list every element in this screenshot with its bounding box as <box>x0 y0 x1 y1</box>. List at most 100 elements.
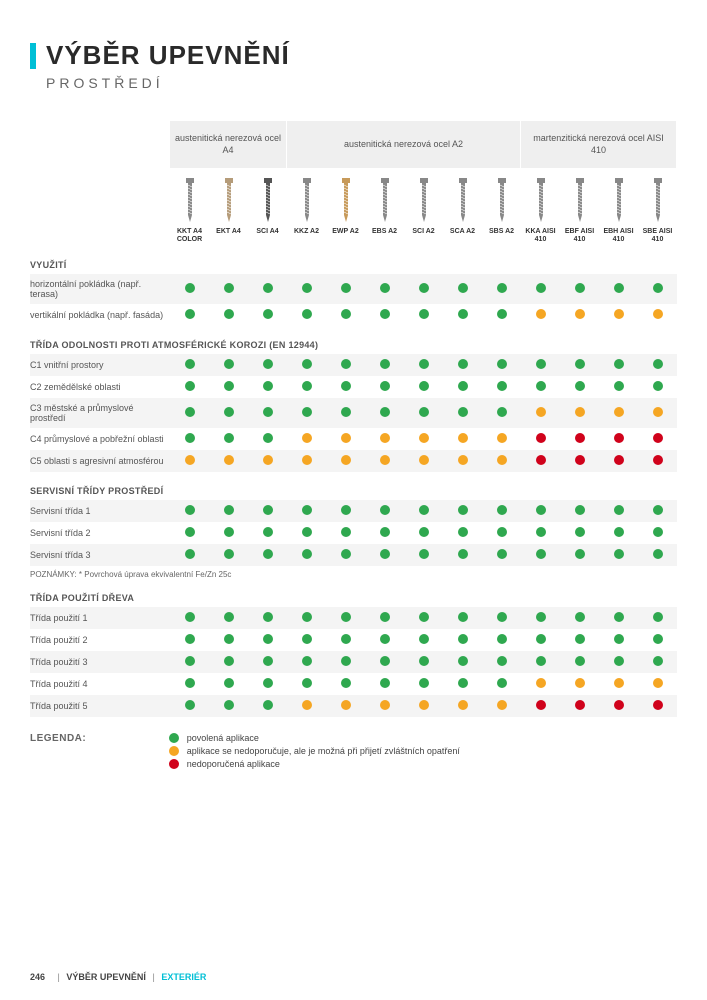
matrix-cell <box>248 651 287 673</box>
matrix-cell <box>287 629 326 651</box>
matrix-cell <box>404 651 443 673</box>
matrix-cell <box>170 544 209 566</box>
status-dot <box>653 527 663 537</box>
matrix-cell <box>443 607 482 629</box>
matrix-cell <box>638 354 677 376</box>
status-dot <box>302 455 312 465</box>
row-label: horizontální pokládka (např. terasa) <box>30 274 170 304</box>
matrix-cell <box>248 695 287 717</box>
matrix-cell <box>326 695 365 717</box>
row-label: Servisní třída 1 <box>30 500 170 522</box>
status-dot <box>536 634 546 644</box>
matrix-cell <box>404 304 443 326</box>
row-label: C3 městské a průmyslové prostředí <box>30 398 170 428</box>
status-dot <box>575 359 585 369</box>
row-label: Třída použití 4 <box>30 673 170 695</box>
matrix-cell <box>521 651 560 673</box>
matrix-cell <box>287 376 326 398</box>
status-dot <box>263 549 273 559</box>
status-dot <box>380 433 390 443</box>
status-dot <box>185 381 195 391</box>
status-dot <box>341 359 351 369</box>
status-dot <box>458 634 468 644</box>
matrix-cell <box>482 398 521 428</box>
matrix-cell <box>599 607 638 629</box>
status-dot <box>497 407 507 417</box>
status-dot <box>380 612 390 622</box>
legend-dot <box>169 759 179 769</box>
product-label: EWP A2 <box>326 226 365 245</box>
status-dot <box>341 634 351 644</box>
matrix-cell <box>560 500 599 522</box>
matrix-cell <box>521 629 560 651</box>
matrix-cell <box>248 428 287 450</box>
matrix-cell <box>365 376 404 398</box>
status-dot <box>341 549 351 559</box>
status-dot <box>302 407 312 417</box>
matrix-cell <box>170 398 209 428</box>
status-dot <box>263 678 273 688</box>
table-row: vertikální pokládka (např. fasáda) <box>30 304 677 326</box>
status-dot <box>224 381 234 391</box>
footer-page-number: 246 <box>30 972 45 982</box>
matrix-cell <box>560 607 599 629</box>
status-dot <box>614 381 624 391</box>
matrix-cell <box>638 651 677 673</box>
matrix-cell <box>599 354 638 376</box>
matrix-cell <box>560 376 599 398</box>
table-row: Třída použití 3 <box>30 651 677 673</box>
status-dot <box>341 455 351 465</box>
footer-ext: EXTERIÉR <box>161 972 206 982</box>
matrix-cell <box>326 428 365 450</box>
status-dot <box>302 549 312 559</box>
table-row: C4 průmyslové a pobřežní oblasti <box>30 428 677 450</box>
status-dot <box>341 309 351 319</box>
product-icon <box>287 174 326 226</box>
section-header: SERVISNÍ TŘÍDY PROSTŘEDÍ <box>30 486 677 496</box>
table-row: Servisní třída 2 <box>30 522 677 544</box>
matrix-cell <box>326 544 365 566</box>
matrix-cell <box>404 607 443 629</box>
product-icon <box>170 174 209 226</box>
matrix-cell <box>170 428 209 450</box>
steel-group-header: austenitická nerezová ocel A2 <box>287 121 521 168</box>
matrix-cell <box>326 500 365 522</box>
product-icon <box>404 174 443 226</box>
matrix-cell <box>287 450 326 472</box>
matrix-cell <box>482 376 521 398</box>
status-dot <box>458 309 468 319</box>
matrix-table: horizontální pokládka (např. terasa)vert… <box>30 274 677 326</box>
status-dot <box>380 549 390 559</box>
status-dot <box>419 656 429 666</box>
matrix-cell <box>209 695 248 717</box>
matrix-cell <box>560 398 599 428</box>
matrix-cell <box>638 544 677 566</box>
status-dot <box>341 433 351 443</box>
status-dot <box>497 505 507 515</box>
matrix-cell <box>482 500 521 522</box>
matrix-cell <box>482 607 521 629</box>
status-dot <box>575 527 585 537</box>
table-row: Třída použití 1 <box>30 607 677 629</box>
status-dot <box>497 527 507 537</box>
status-dot <box>419 612 429 622</box>
matrix-cell <box>170 629 209 651</box>
status-dot <box>185 634 195 644</box>
matrix-cell <box>170 522 209 544</box>
matrix-cell <box>209 607 248 629</box>
matrix-cell <box>326 673 365 695</box>
matrix-cell <box>365 398 404 428</box>
matrix-cell <box>521 274 560 304</box>
matrix-cell <box>170 274 209 304</box>
matrix-cell <box>638 398 677 428</box>
matrix-cell <box>365 304 404 326</box>
status-dot <box>653 612 663 622</box>
matrix-cell <box>248 304 287 326</box>
status-dot <box>263 309 273 319</box>
status-dot <box>458 700 468 710</box>
status-dot <box>458 359 468 369</box>
matrix-cell <box>365 450 404 472</box>
status-dot <box>185 505 195 515</box>
matrix-cell <box>482 544 521 566</box>
page-subtitle: PROSTŘEDÍ <box>46 75 677 91</box>
